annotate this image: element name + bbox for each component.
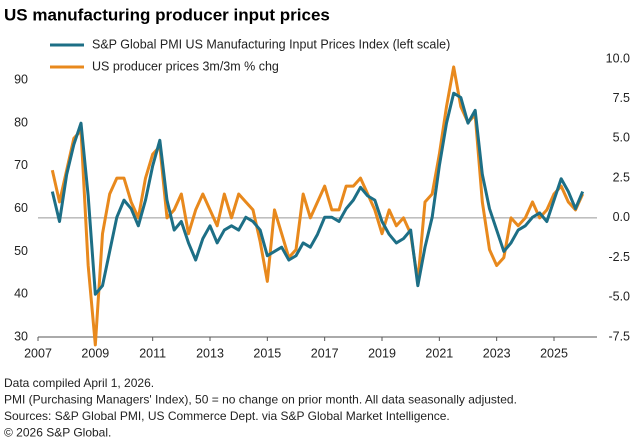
footnote: PMI (Purchasing Managers' Index), 50 = n… (4, 393, 517, 407)
y2-tick-label: 2.5 (613, 170, 630, 184)
footnote: Data compiled April 1, 2026. (4, 376, 154, 390)
series-line (50, 91, 585, 296)
y2-tick-label: 0.0 (613, 210, 630, 224)
y-tick-label: 40 (14, 287, 28, 301)
x-tick-label: 2009 (81, 346, 109, 360)
y2-tick-label: -7.5 (608, 329, 630, 343)
x-tick-label: 2015 (253, 346, 281, 360)
y-tick-label: 60 (14, 201, 28, 215)
x-tick-label: 2013 (196, 346, 224, 360)
x-tick-label: 2025 (540, 346, 568, 360)
y2-tick-label: -5.0 (608, 290, 630, 304)
y-tick-label: 70 (14, 158, 28, 172)
legend-label: S&P Global PMI US Manufacturing Input Pr… (92, 37, 450, 51)
y2-tick-label: 7.5 (613, 91, 630, 105)
series-line (50, 65, 585, 347)
x-tick-label: 2017 (311, 346, 339, 360)
footnote: © 2026 S&P Global. (4, 426, 111, 440)
footnote: Sources: S&P Global PMI, US Commerce Dep… (4, 409, 450, 423)
chart-title: US manufacturing producer input prices (4, 5, 330, 24)
y-tick-label: 80 (14, 115, 28, 129)
y-tick-label: 30 (14, 329, 28, 343)
y-tick-label: 90 (14, 73, 28, 87)
x-tick-label: 2019 (368, 346, 396, 360)
x-tick-label: 2007 (24, 346, 52, 360)
y2-tick-label: -2.5 (608, 250, 630, 264)
x-tick-label: 2023 (483, 346, 511, 360)
legend-label: US producer prices 3m/3m % chg (92, 59, 279, 73)
y2-tick-label: 5.0 (613, 131, 630, 145)
y2-tick-label: 10.0 (606, 51, 630, 65)
x-tick-label: 2011 (139, 346, 166, 360)
x-tick-label: 2021 (425, 346, 453, 360)
y-tick-label: 50 (14, 244, 28, 258)
